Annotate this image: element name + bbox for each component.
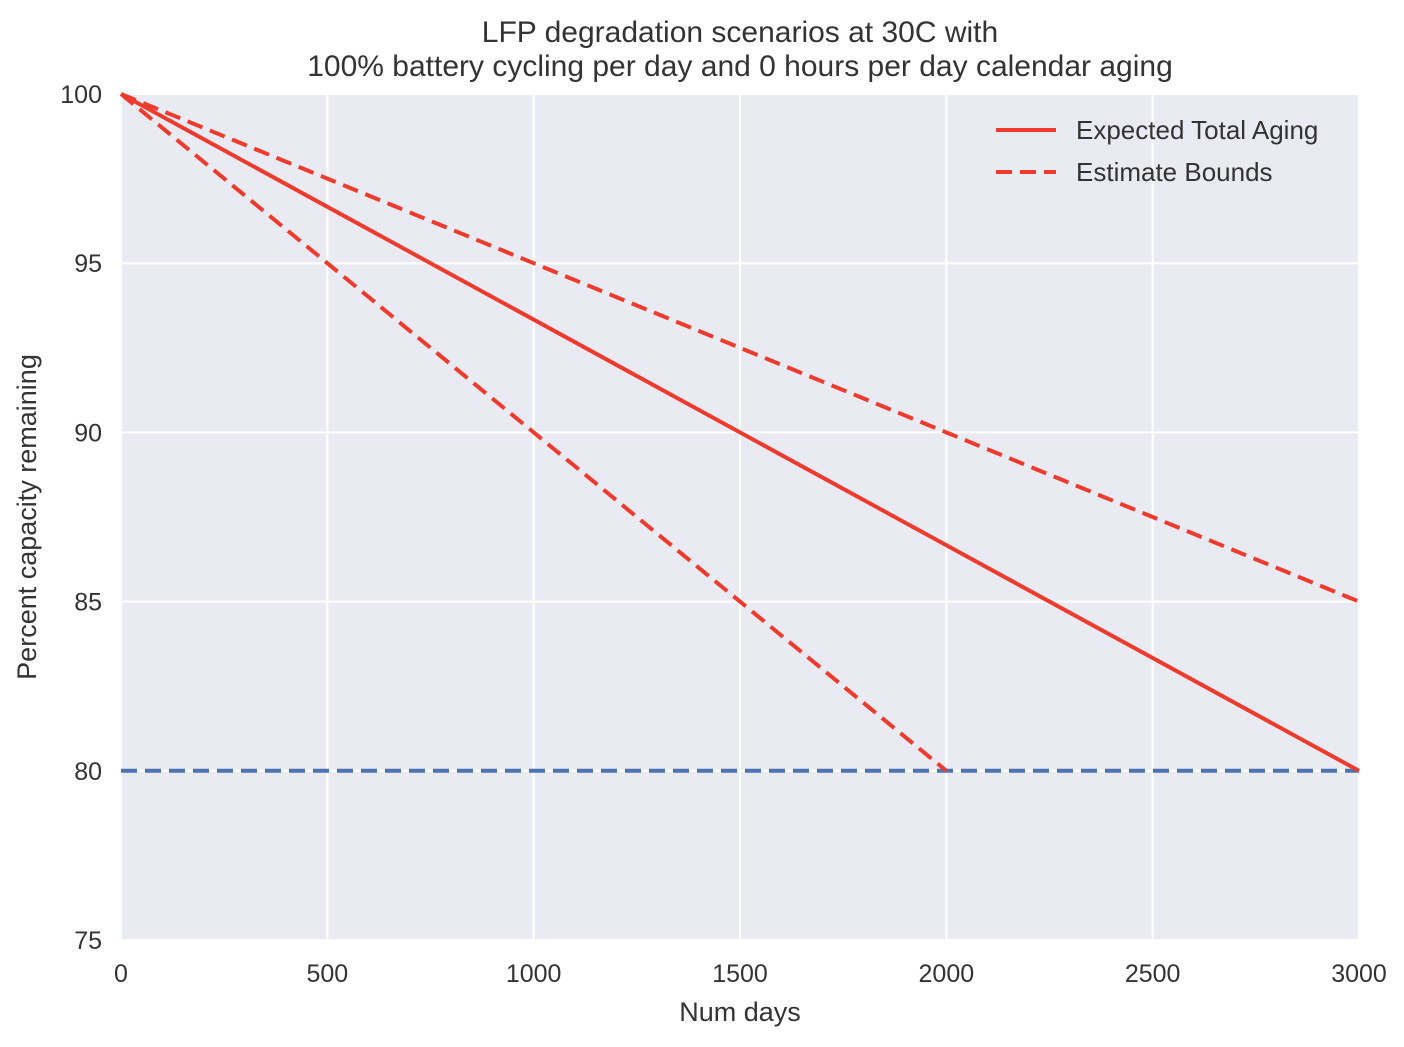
series-line-expected-total-aging xyxy=(120,92,1360,773)
series-line-estimate-bounds xyxy=(120,92,1360,604)
series-line-estimate-bounds-lower xyxy=(119,92,948,773)
tick-labels: 0 500 1000 1500 2000 2500 3000 75 80 85 90 95 100 xyxy=(60,81,1387,988)
legend-label: Estimate Bounds xyxy=(1076,157,1273,187)
x-tick-label: 0 xyxy=(114,960,128,988)
y-tick-label: 85 xyxy=(74,589,102,617)
chart-title-line-1: LFP degradation scenarios at 30C with xyxy=(482,16,998,49)
y-tick-label: 80 xyxy=(74,758,102,786)
x-tick-label: 3000 xyxy=(1331,960,1387,988)
x-tick-label: 1000 xyxy=(506,960,562,988)
x-tick-label: 2500 xyxy=(1125,960,1181,988)
x-axis-label: Num days xyxy=(679,997,801,1027)
chart-title-line-2: 100% battery cycling per day and 0 hours… xyxy=(307,50,1173,83)
series-lines xyxy=(119,92,1360,773)
x-tick-label: 2000 xyxy=(919,960,975,988)
y-tick-label: 95 xyxy=(74,250,102,278)
y-tick-label: 75 xyxy=(74,927,102,955)
legend: Expected Total Aging Estimate Bounds xyxy=(996,115,1318,187)
x-tick-label: 500 xyxy=(306,960,348,988)
x-tick-label: 1500 xyxy=(712,960,768,988)
y-tick-label: 100 xyxy=(60,81,102,109)
y-axis-label: Percent capacity remaining xyxy=(12,354,42,680)
y-tick-label: 90 xyxy=(74,419,102,447)
legend-label: Expected Total Aging xyxy=(1076,115,1318,145)
